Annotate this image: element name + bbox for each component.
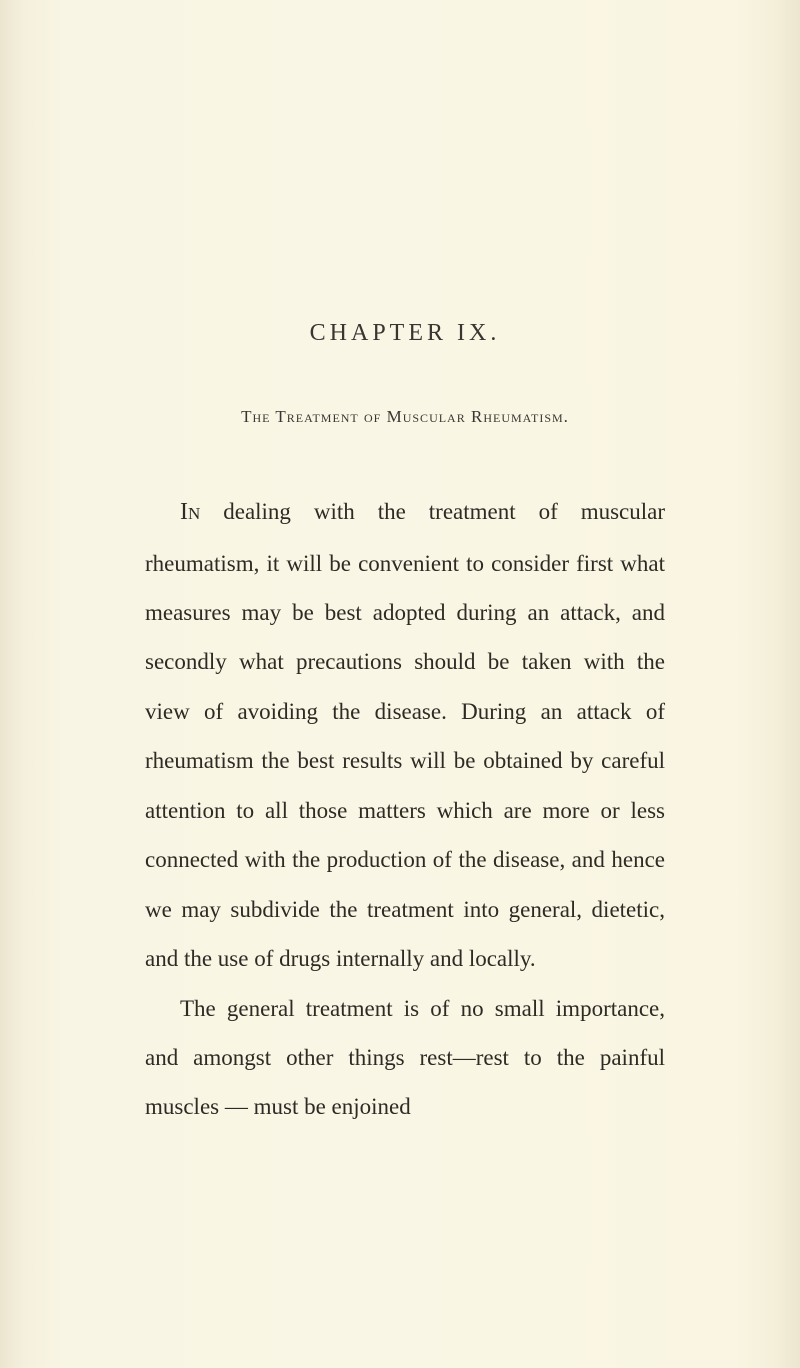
- first-word: In: [180, 499, 200, 525]
- paragraph-1-body: dealing with the treatment of muscular r…: [145, 499, 665, 971]
- page-container: CHAPTER IX. The Treatment of Muscular Rh…: [0, 0, 800, 1368]
- chapter-subtitle: The Treatment of Muscular Rheumatism.: [145, 407, 665, 427]
- paragraph-1: In dealing with the treatment of muscula…: [145, 487, 665, 984]
- chapter-heading: CHAPTER IX.: [145, 320, 665, 347]
- paragraph-2: The general treatment is of no small imp…: [145, 984, 665, 1132]
- body-text-container: In dealing with the treatment of muscula…: [145, 487, 665, 1132]
